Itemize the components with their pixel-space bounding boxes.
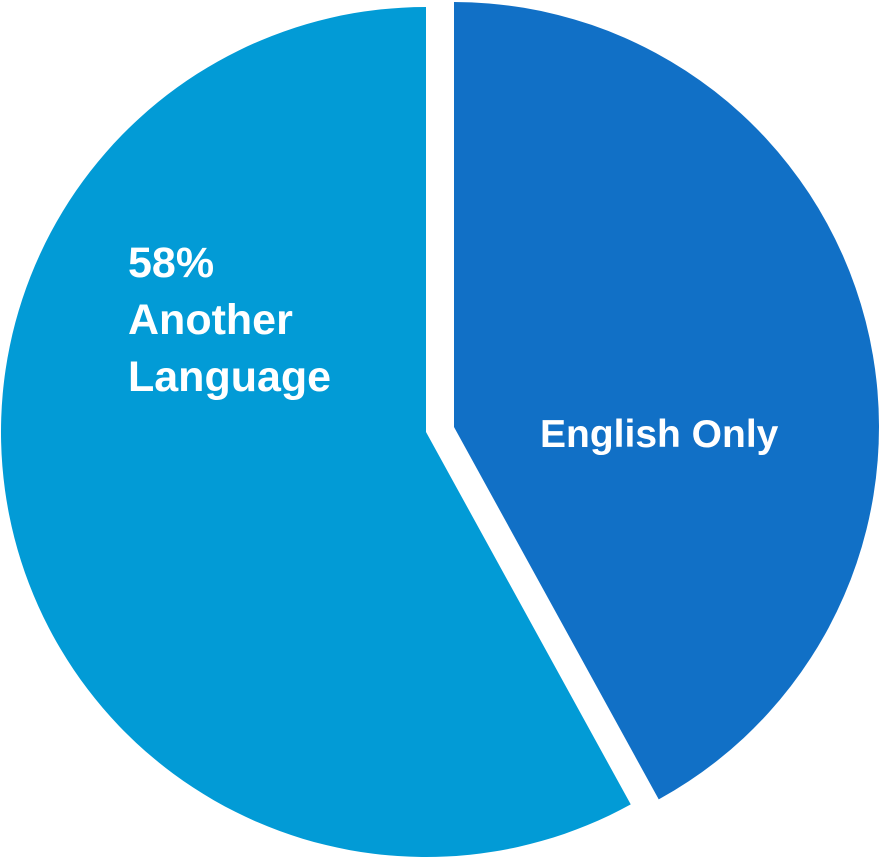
slice-label-english-only: English Only bbox=[540, 413, 779, 456]
slice-label-another-line2: Language bbox=[128, 353, 331, 401]
slice-label-another-percent: 58% bbox=[128, 239, 214, 287]
slice-english-only bbox=[454, 2, 879, 800]
slice-another-language bbox=[0, 7, 631, 857]
slice-label-another-line1: Another bbox=[128, 296, 293, 344]
slice-label-another-language: 58% Another Language bbox=[128, 239, 331, 401]
